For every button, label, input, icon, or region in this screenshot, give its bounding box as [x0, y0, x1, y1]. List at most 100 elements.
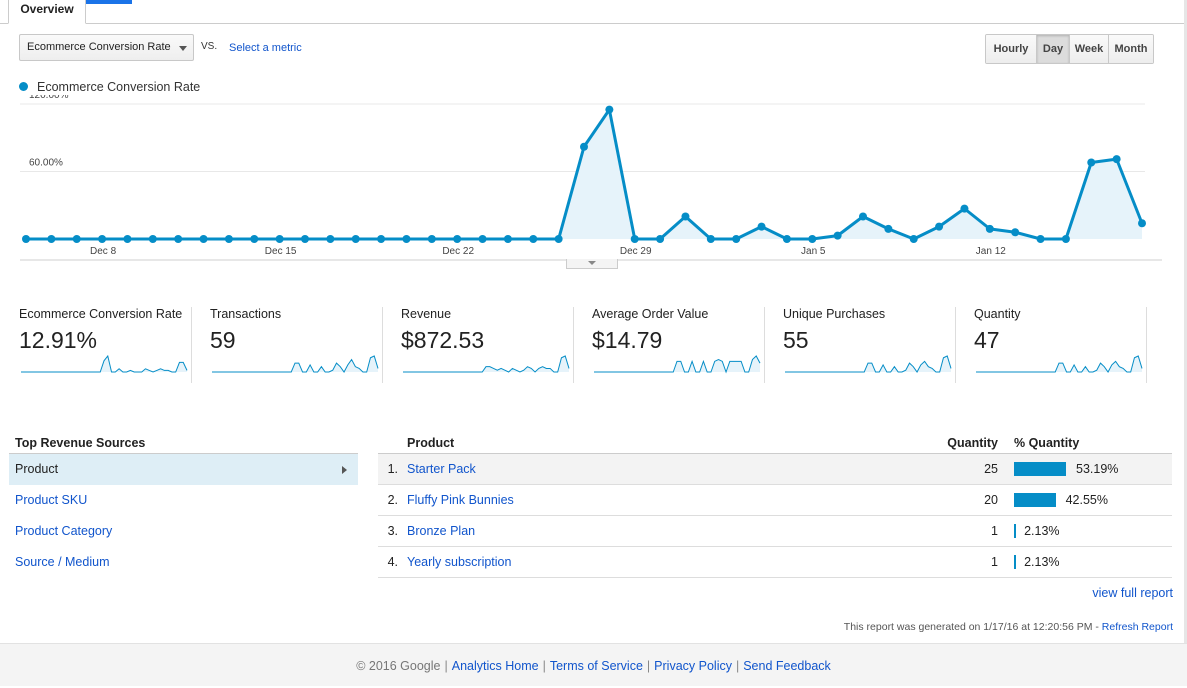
data-point[interactable]: [808, 235, 817, 243]
scorecard-value: 12.91%: [19, 327, 98, 353]
data-point[interactable]: [985, 224, 994, 233]
view-full-report-link[interactable]: view full report: [1092, 586, 1173, 600]
data-point[interactable]: [250, 235, 259, 243]
scorecard-unique-purchases[interactable]: Unique Purchases 55: [774, 307, 956, 383]
product-table: Product Quantity % Quantity 1. Starter P…: [378, 433, 1172, 578]
product-link[interactable]: Starter Pack: [407, 462, 476, 476]
data-point[interactable]: [706, 235, 715, 243]
scorecard-conversion-rate[interactable]: Ecommerce Conversion Rate 12.91%: [10, 307, 192, 383]
tab-overview[interactable]: Overview: [8, 0, 86, 24]
terms-of-service-link[interactable]: Terms of Service: [549, 659, 643, 673]
source-item-product[interactable]: Product: [9, 454, 358, 485]
data-point[interactable]: [1036, 235, 1045, 243]
data-point[interactable]: [757, 222, 766, 231]
hourly-button[interactable]: Hourly: [986, 35, 1037, 63]
x-tick-label: Jan 5: [801, 246, 826, 257]
table-row: 3. Bronze Plan 1 2.13%: [378, 516, 1172, 547]
data-point[interactable]: [859, 212, 867, 221]
data-point[interactable]: [782, 235, 791, 243]
sparkline-line: [21, 354, 188, 373]
data-point[interactable]: [301, 235, 309, 243]
x-tick-label: Dec 15: [265, 246, 297, 257]
scorecard-average-order-value[interactable]: Average Order Value $14.79: [583, 307, 765, 383]
refresh-report-link[interactable]: Refresh Report: [1101, 621, 1173, 633]
data-point[interactable]: [453, 235, 462, 243]
data-point[interactable]: [351, 235, 360, 243]
data-point[interactable]: [377, 235, 386, 243]
vs-label: VS.: [201, 41, 218, 52]
sparkline: [785, 355, 952, 373]
data-point[interactable]: [275, 235, 284, 243]
metric-dropdown[interactable]: Ecommerce Conversion Rate: [19, 34, 194, 61]
source-item-source-medium[interactable]: Source / Medium: [15, 555, 110, 569]
product-link[interactable]: Yearly subscription: [407, 555, 512, 569]
data-point[interactable]: [478, 235, 487, 243]
data-point[interactable]: [22, 235, 30, 243]
x-tick-label: Dec 22: [442, 246, 474, 257]
data-point[interactable]: [833, 231, 842, 240]
send-feedback-link[interactable]: Send Feedback: [743, 659, 831, 673]
scorecard-revenue[interactable]: Revenue $872.53: [392, 307, 574, 383]
data-point[interactable]: [1061, 235, 1070, 243]
select-metric-link[interactable]: Select a metric: [229, 42, 302, 54]
data-point[interactable]: [123, 235, 132, 243]
data-point[interactable]: [960, 204, 969, 213]
scorecard-divider: [573, 307, 574, 383]
data-point[interactable]: [935, 222, 944, 231]
row-percent: 53.19%: [1076, 462, 1119, 476]
granularity-buttons: Hourly Day Week Month: [985, 34, 1154, 64]
data-point[interactable]: [909, 235, 918, 243]
column-header-product[interactable]: Product: [407, 436, 455, 450]
data-point[interactable]: [199, 235, 208, 243]
data-point[interactable]: [224, 235, 233, 243]
data-point[interactable]: [98, 235, 107, 243]
row-quantity: 1: [991, 524, 998, 538]
data-point[interactable]: [630, 235, 639, 243]
data-point[interactable]: [1112, 155, 1121, 164]
product-link[interactable]: Bronze Plan: [407, 524, 476, 538]
data-point[interactable]: [554, 235, 563, 243]
row-quantity: 1: [991, 555, 998, 569]
data-point[interactable]: [1011, 228, 1020, 237]
tab-bar: Overview: [0, 0, 1187, 24]
data-point[interactable]: [884, 224, 893, 233]
data-point[interactable]: [148, 235, 157, 243]
data-point[interactable]: [605, 105, 614, 114]
sparkline: [403, 355, 570, 373]
data-point[interactable]: [402, 235, 411, 243]
data-point[interactable]: [1087, 158, 1096, 167]
sparkline-line: [976, 355, 1143, 373]
data-point[interactable]: [580, 142, 588, 151]
data-point[interactable]: [47, 235, 56, 243]
data-point[interactable]: [326, 235, 335, 243]
product-link[interactable]: Fluffy Pink Bunnies: [407, 493, 514, 507]
column-header-quantity[interactable]: Quantity: [947, 436, 998, 450]
x-tick-label: Jan 12: [976, 246, 1006, 257]
week-button[interactable]: Week: [1070, 35, 1109, 63]
y-tick-label: 120.00%: [29, 95, 69, 101]
data-point[interactable]: [503, 235, 512, 243]
top-revenue-sources: Top Revenue Sources Product Product SKU …: [9, 433, 358, 578]
day-button[interactable]: Day: [1037, 35, 1070, 63]
chart-collapse-handle[interactable]: [566, 259, 618, 269]
month-button[interactable]: Month: [1109, 35, 1153, 63]
percent-bar: [1014, 524, 1017, 538]
data-point[interactable]: [529, 235, 538, 243]
data-point[interactable]: [427, 235, 436, 243]
scorecard-quantity[interactable]: Quantity 47: [965, 307, 1147, 383]
scorecard-label: Revenue: [401, 307, 452, 321]
scorecard-transactions[interactable]: Transactions 59: [201, 307, 383, 383]
data-point[interactable]: [174, 235, 183, 243]
data-point[interactable]: [72, 235, 81, 243]
row-index: 4.: [387, 555, 398, 569]
source-item-product-category[interactable]: Product Category: [15, 524, 113, 538]
analytics-home-link[interactable]: Analytics Home: [451, 659, 539, 673]
data-point[interactable]: [681, 212, 690, 221]
source-item-product-sku[interactable]: Product SKU: [15, 493, 88, 507]
privacy-policy-link[interactable]: Privacy Policy: [654, 659, 732, 673]
data-point[interactable]: [1138, 219, 1146, 228]
column-header-pct-quantity[interactable]: % Quantity: [1014, 436, 1080, 450]
row-index: 2.: [387, 493, 398, 507]
data-point[interactable]: [732, 235, 741, 243]
data-point[interactable]: [656, 235, 665, 243]
